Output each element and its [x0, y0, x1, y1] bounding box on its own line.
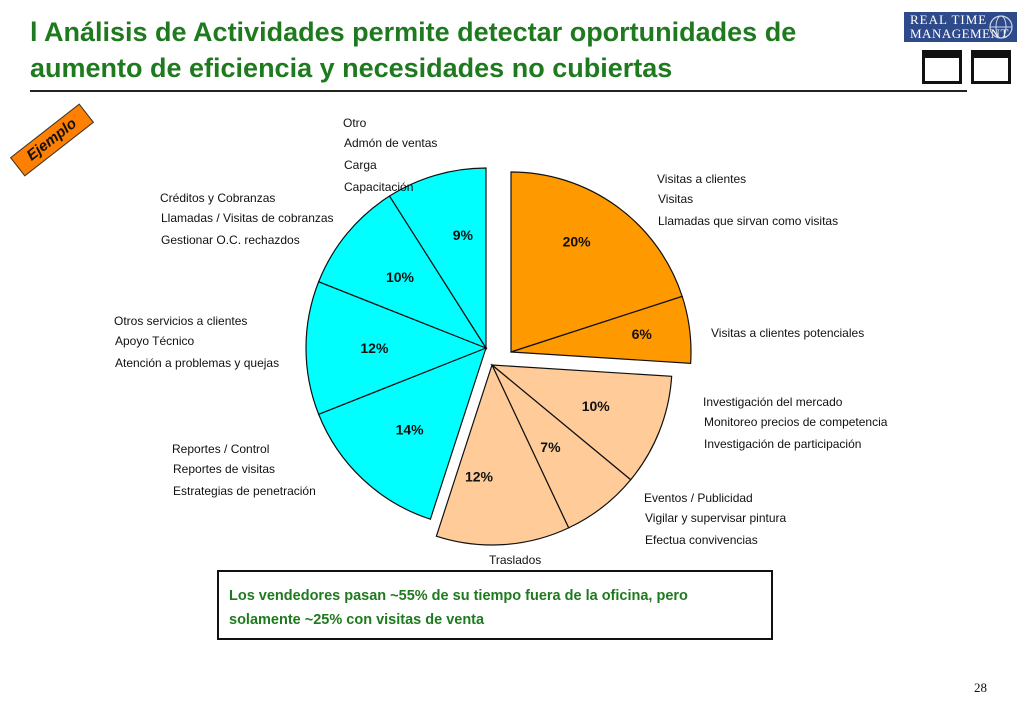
logo-line-1: REAL TIME: [910, 12, 988, 27]
pie-slice: [435, 363, 570, 546]
slice-value-label: 12%: [360, 340, 389, 356]
slice-value-label: 20%: [563, 234, 592, 250]
slice-value-label: 9%: [453, 227, 474, 243]
page-title: l Análisis de Actividades permite detect…: [30, 17, 797, 83]
slice-value-label: 10%: [386, 269, 415, 285]
slice-value-label: 14%: [396, 421, 425, 437]
globe-icon: [989, 15, 1013, 39]
logo-line-2: MANAGEMENT: [910, 26, 1009, 41]
pie-slice: [490, 364, 673, 481]
category-label-reportes: Reportes / Control Reportes de visitas E…: [172, 442, 316, 498]
pie-slice: [388, 167, 487, 351]
window-icon: [922, 50, 962, 84]
category-label-otro: Otro Admón de ventas Carga Capacitación: [343, 116, 438, 194]
company-logo: REAL TIME MANAGEMENT: [904, 12, 1017, 42]
category-label-creditos: Créditos y Cobranzas Llamadas / Visitas …: [160, 191, 334, 247]
page-number: 28: [974, 680, 987, 695]
category-label-traslados: Traslados: [489, 553, 542, 567]
pie-slice: [317, 195, 488, 350]
slice-value-label: 7%: [540, 439, 561, 455]
window-icon: [971, 50, 1011, 84]
slice-value-label: 12%: [465, 468, 494, 484]
pie-slice: [317, 346, 487, 520]
pie-slice: [510, 171, 683, 353]
category-label-eventos: Eventos / Publicidad Vigilar y supervisa…: [644, 491, 787, 547]
category-label-otros-servicios: Otros servicios a clientes Apoyo Técnico…: [114, 314, 280, 370]
key-insight-callout: Los vendedores pasan ~55% de su tiempo f…: [217, 570, 773, 640]
title-divider: [30, 90, 967, 92]
slice-value-label: 6%: [632, 326, 653, 342]
slice-value-label: 10%: [582, 398, 611, 414]
category-label-visitas-potenciales: Visitas a clientes potenciales: [711, 326, 865, 340]
category-label-investigacion: Investigación del mercado Monitoreo prec…: [703, 395, 888, 451]
category-label-visitas-clientes: Visitas a clientes Visitas Llamadas que …: [657, 172, 839, 228]
pie-slice: [510, 295, 692, 364]
pie-slice: [305, 280, 488, 416]
